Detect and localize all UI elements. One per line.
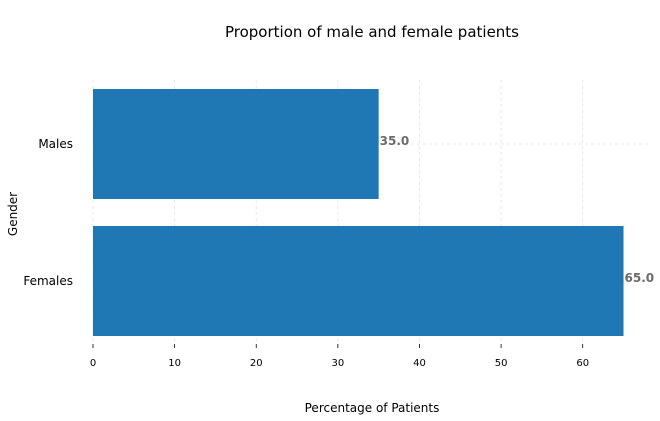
bar-layer	[93, 89, 624, 336]
x-tick-label-1: 10	[168, 358, 181, 369]
data-label-females: 65.0	[625, 271, 655, 285]
x-tick-label-0: 0	[90, 358, 96, 369]
x-tick-label-5: 50	[495, 358, 508, 369]
category-label-females: Females	[23, 274, 73, 288]
category-label-males: Males	[38, 137, 73, 151]
x-tick-label-6: 60	[576, 358, 589, 369]
y-axis-label: Gender	[6, 192, 20, 236]
x-tick-label-4: 40	[413, 358, 426, 369]
label-layer: Males 35.0 Females 65.0	[23, 134, 654, 288]
bar-males	[93, 89, 379, 199]
bar-females	[93, 226, 624, 336]
tick-layer: 0 10 20 30 40 50 60	[90, 344, 589, 369]
x-tick-label-2: 20	[250, 358, 263, 369]
chart-title: Proportion of male and female patients	[225, 23, 519, 41]
x-tick-label-3: 30	[331, 358, 344, 369]
x-axis-label: Percentage of Patients	[305, 401, 440, 415]
data-label-males: 35.0	[380, 134, 410, 148]
